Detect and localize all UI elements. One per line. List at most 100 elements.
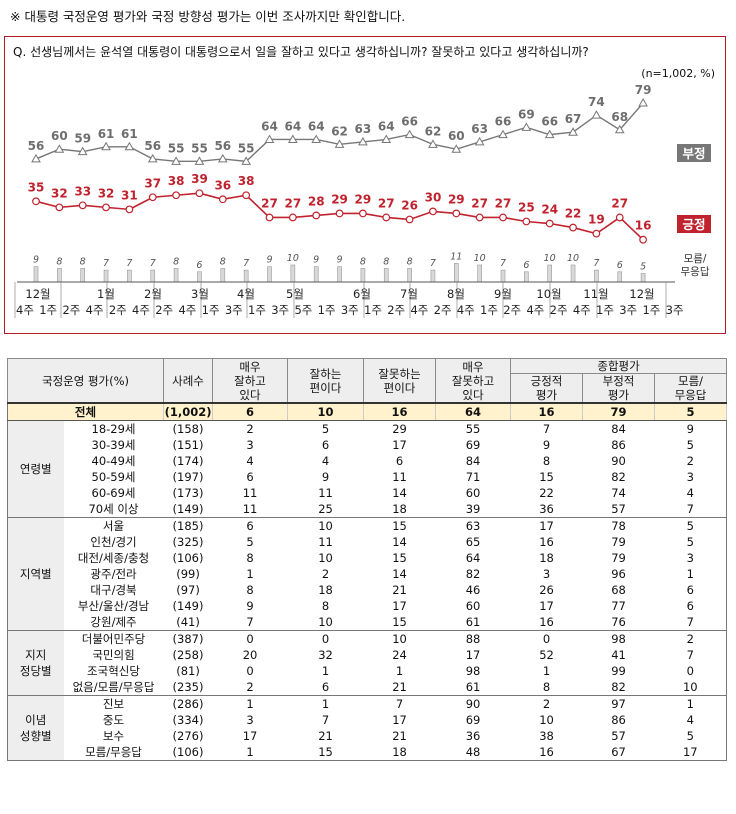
dk-bar	[313, 266, 319, 283]
row-n: (325)	[172, 535, 204, 549]
dk-data-label: 7	[500, 258, 506, 269]
negative-point	[241, 156, 252, 165]
positive-legend-badge	[677, 215, 711, 233]
cell: 16	[539, 615, 554, 629]
row-label: 없음/모름/무응답	[72, 680, 155, 694]
x-week-label: 1주	[364, 303, 382, 317]
positive-data-label: 27	[261, 196, 278, 210]
total-label: 전체	[7, 402, 165, 421]
cell: 86	[611, 438, 626, 452]
chart-question: Q. 선생님께서는 윤석열 대통령이 대통령으로서 일을 잘하고 있다고 생각하…	[13, 45, 589, 59]
table-row: 30-39세 (151) 3 6 17 69 9 86 5	[8, 437, 727, 453]
row-n: (106)	[172, 551, 204, 565]
x-month-label: 6월	[353, 287, 371, 301]
cell: 2	[686, 632, 694, 646]
negative-point	[404, 129, 415, 139]
dk-bar	[547, 264, 553, 283]
cell: 14	[392, 486, 407, 500]
x-week-label: 1주	[642, 303, 660, 317]
cell: 26	[539, 583, 554, 597]
cell: 21	[392, 680, 407, 694]
row-label: 60-69세	[91, 486, 136, 500]
total-row: 전체 (1,002) 6 10 16 64 16 79 5	[7, 402, 728, 421]
dk-bar	[453, 263, 459, 283]
row-n: (41)	[176, 615, 200, 629]
positive-point	[429, 207, 437, 216]
x-month-label: 12월	[25, 287, 50, 301]
x-week-label: 1주	[480, 303, 498, 317]
dk-bar	[173, 268, 179, 283]
dk-legend-label: 무응답	[681, 266, 710, 278]
negative-point	[614, 124, 625, 134]
cell: 1	[246, 745, 254, 759]
table-row: 보수 (276) 17 21 21 36 38 57 5	[8, 728, 727, 744]
dk-data-label: 10	[544, 253, 556, 264]
negative-data-label: 55	[238, 141, 255, 155]
cell: 8	[542, 454, 551, 468]
cell: 76	[611, 615, 626, 629]
cell: 90	[465, 697, 481, 711]
cell: 57	[611, 729, 626, 743]
row-label: 더불어민주당	[81, 632, 146, 646]
dk-data-label: 7	[593, 258, 599, 269]
x-week-label: 3주	[666, 303, 684, 317]
table-row: 모름/무응답 (106) 1 15 18 48 16 67 17	[8, 744, 727, 761]
cell: 38	[539, 729, 554, 743]
cell: 8	[246, 583, 254, 597]
positive-data-label: 27	[471, 196, 488, 210]
positive-point	[405, 215, 414, 224]
negative-point	[591, 110, 602, 119]
dk-data-label: 6	[617, 260, 623, 271]
positive-data-label: 32	[51, 186, 68, 200]
x-week-label: 2주	[62, 303, 80, 317]
x-week-label: 2주	[503, 303, 521, 317]
dk-bar	[243, 269, 249, 283]
negative-data-label: 79	[635, 83, 652, 97]
group-label: 연령별	[7, 420, 64, 518]
table-title-header: 국정운영 평가(%)	[6, 358, 165, 404]
dk-bar	[640, 273, 646, 283]
positive-point	[335, 209, 344, 218]
dk-bar	[150, 269, 156, 283]
dk-bar	[127, 269, 132, 283]
cell: 21	[392, 729, 407, 743]
cell: 82	[465, 567, 481, 581]
positive-data-label: 35	[28, 180, 45, 194]
positive-point	[569, 223, 577, 232]
table-row: 지지 정당별 더불어민주당 (387) 0 0 10 88 0 98 2	[7, 630, 727, 696]
group-label: 이념 성향별	[7, 695, 64, 761]
positive-point	[172, 191, 181, 200]
cell: 7	[542, 422, 551, 436]
dk-bar	[103, 269, 109, 283]
table-row: 연령별 18-29세 (158) 2 5 29 55 7 84 9	[7, 420, 727, 518]
positive-point	[148, 193, 157, 202]
positive-data-label: 31	[121, 188, 138, 202]
cell: 17	[392, 438, 407, 452]
cell: 15	[392, 615, 407, 629]
x-week-label: 1주	[596, 303, 614, 317]
x-week-label: 1주	[318, 303, 336, 317]
negative-point	[311, 134, 322, 143]
negative-point	[124, 141, 135, 151]
dk-data-label: 8	[407, 256, 413, 267]
x-week-label: 4주	[16, 303, 34, 317]
cell: 5	[686, 729, 694, 743]
positive-data-label: 24	[541, 203, 558, 217]
negative-point	[544, 129, 555, 139]
cell: 36	[539, 502, 554, 516]
cell: 17	[242, 729, 258, 743]
x-week-label: 2주	[109, 303, 127, 317]
cell: 3	[246, 438, 254, 452]
cell: 17	[392, 713, 407, 727]
col-very-bad-header: 매우 잘못하고 있다	[435, 358, 512, 404]
dk-bar	[57, 268, 62, 283]
table-row: 대구/경북 (97) 8 18 21 46 26 68 6	[8, 582, 727, 598]
x-month-label: 4월	[237, 287, 255, 301]
row-n: (149)	[172, 502, 204, 516]
positive-point	[545, 219, 554, 228]
cell: 7	[321, 713, 330, 727]
x-week-label: 4주	[86, 303, 104, 317]
dk-bar	[570, 264, 576, 283]
survey-note: ※ 대통령 국정운영 평가와 국정 방향성 평가는 이번 조사까지만 확인합니다…	[10, 9, 406, 24]
